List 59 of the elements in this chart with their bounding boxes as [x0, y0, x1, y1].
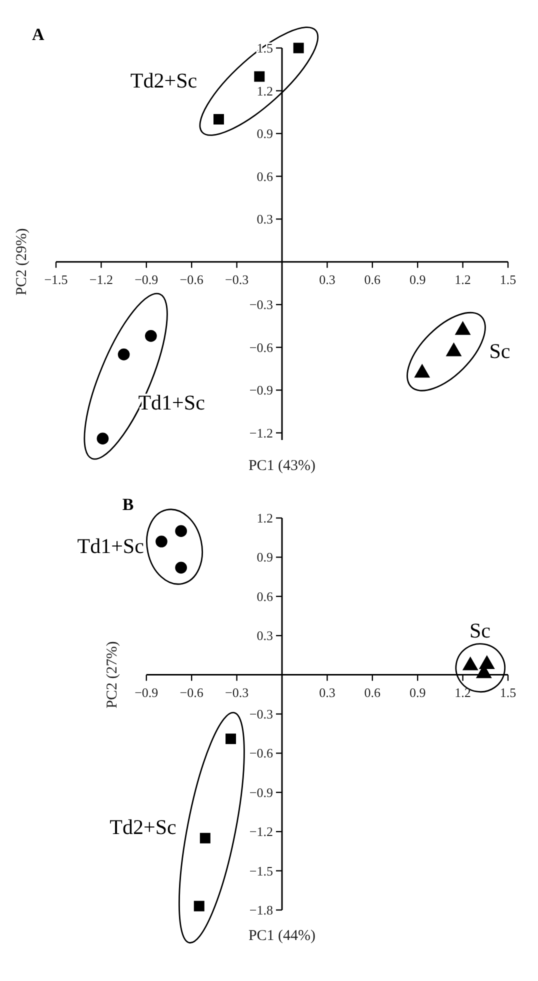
- x-tick-label: −0.9: [134, 684, 158, 700]
- y-tick-label: 0.9: [256, 550, 273, 565]
- point: [200, 832, 210, 844]
- series-label: Td2+Sc: [110, 814, 176, 839]
- y-tick-label: −0.6: [249, 746, 274, 761]
- point: [194, 900, 204, 912]
- y-tick-label: 0.6: [256, 168, 274, 184]
- point: [254, 71, 265, 82]
- series-label: Td2+Sc: [130, 68, 198, 93]
- x-tick-label: −0.3: [225, 684, 249, 700]
- series-label: Td1+Sc: [77, 534, 144, 558]
- y-tick-label: −0.3: [249, 706, 273, 722]
- x-tick-label: 0.9: [409, 272, 426, 287]
- chart-title: B: [122, 495, 134, 514]
- y-tick-label: 0.6: [256, 588, 274, 604]
- y-axis-title: PC2 (27%): [104, 641, 120, 708]
- x-axis-title: PC1 (44%): [248, 928, 316, 944]
- y-tick-label: 1.2: [256, 510, 273, 526]
- x-tick-label: 1.2: [454, 684, 471, 700]
- x-tick-label: 0.6: [364, 684, 382, 700]
- point: [118, 348, 130, 360]
- x-axis-title: PC1 (43%): [248, 458, 316, 474]
- y-tick-label: −0.6: [249, 340, 274, 355]
- y-tick-label: 1.2: [256, 83, 273, 98]
- x-tick-label: −0.6: [180, 272, 204, 287]
- x-tick-label: 1.2: [454, 272, 471, 287]
- x-tick-label: −0.6: [180, 684, 204, 700]
- y-tick-label: 0.3: [256, 628, 273, 644]
- x-tick-label: 1.5: [500, 272, 516, 287]
- x-tick-label: −1.2: [89, 272, 113, 287]
- chart-title: A: [32, 25, 45, 44]
- x-tick-label: 0.3: [319, 272, 336, 287]
- point: [175, 525, 187, 537]
- y-axis-title: PC2 (29%): [14, 228, 30, 296]
- point: [293, 42, 304, 54]
- y-tick-label: −1.8: [249, 902, 273, 918]
- point: [96, 432, 109, 444]
- series-label: Sc: [469, 618, 490, 643]
- y-tick-label: −1.2: [249, 425, 273, 440]
- point: [156, 536, 168, 548]
- point: [145, 330, 157, 342]
- x-tick-label: 1.5: [500, 684, 516, 700]
- y-tick-label: −1.2: [249, 824, 273, 840]
- x-tick-label: 0.6: [364, 272, 382, 287]
- x-tick-label: −1.5: [44, 272, 68, 287]
- y-tick-label: 0.3: [256, 212, 273, 227]
- series-label: Sc: [489, 338, 510, 363]
- point: [226, 734, 236, 744]
- x-tick-label: −0.3: [225, 272, 249, 287]
- y-tick-label: −0.9: [249, 784, 273, 800]
- y-tick-label: 0.9: [256, 126, 273, 142]
- x-tick-label: 0.9: [409, 684, 426, 700]
- y-tick-label: −0.9: [249, 382, 273, 398]
- y-tick-label: −1.5: [249, 863, 273, 878]
- x-tick-label: 0.3: [319, 684, 336, 700]
- point: [213, 114, 224, 125]
- x-tick-label: −0.9: [134, 272, 158, 287]
- y-tick-label: −0.3: [249, 297, 273, 312]
- point: [175, 562, 187, 574]
